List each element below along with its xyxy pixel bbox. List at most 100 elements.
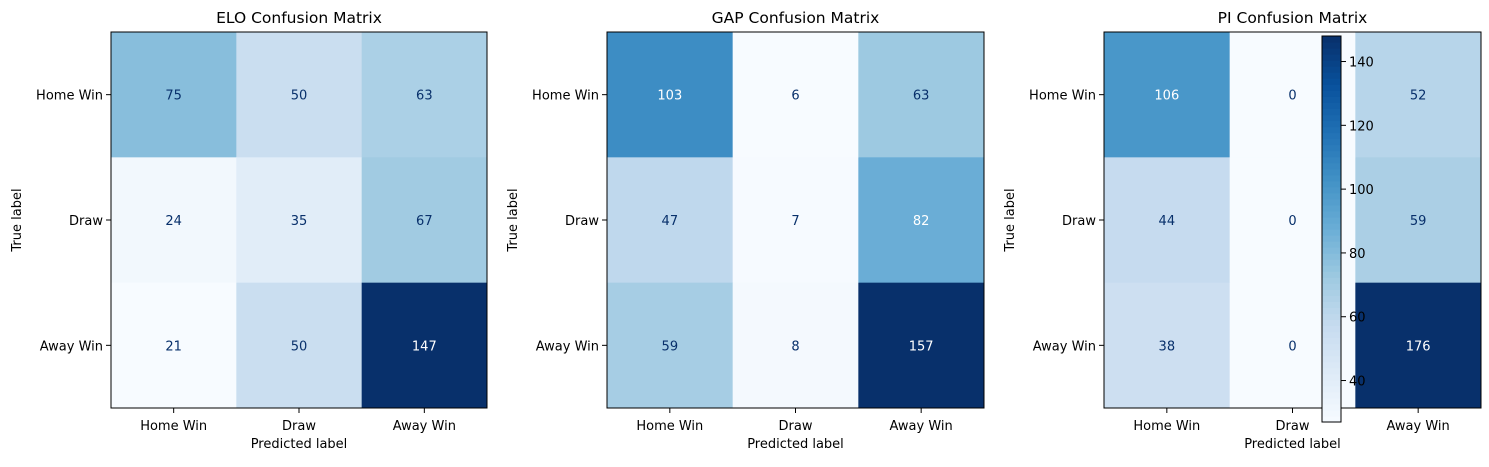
heatmap-cell	[361, 32, 488, 158]
cell-value-label: 6	[791, 89, 799, 104]
colorbar-segment	[1322, 144, 1341, 152]
colorbar-segment	[1322, 66, 1341, 73]
colorbar-tick-label: 40	[1349, 375, 1366, 390]
chart-title: GAP Confusion Matrix	[712, 9, 880, 27]
colorbar-segment	[1322, 229, 1341, 236]
heatmap-cell	[111, 32, 237, 158]
colorbar-segment	[1322, 84, 1341, 91]
colorbar-segment	[1322, 174, 1341, 182]
colorbar-segment	[1322, 415, 1341, 423]
colorbar-segment	[1322, 367, 1341, 375]
cell-value-label: 38	[1159, 339, 1176, 354]
colorbar-segment	[1322, 379, 1341, 387]
y-tick-label: Away Win	[40, 339, 103, 354]
chart-title: ELO Confusion Matrix	[216, 9, 382, 27]
colorbar-segment	[1322, 319, 1341, 327]
colorbar-segment	[1322, 192, 1341, 200]
colorbar-segment	[1322, 373, 1341, 381]
cell-value-label: 24	[165, 214, 182, 229]
colorbar-segment	[1322, 168, 1341, 176]
heatmap-cell	[732, 282, 859, 409]
x-tick-label: Draw	[282, 419, 316, 434]
heatmap-cell	[1104, 282, 1231, 409]
colorbar-segment	[1322, 180, 1341, 188]
cell-value-label: 47	[662, 214, 679, 229]
colorbar-segment	[1322, 343, 1341, 351]
colorbar-tick-label: 80	[1349, 247, 1366, 262]
colorbar-segment	[1322, 289, 1341, 296]
cell-value-label: 8	[791, 339, 799, 354]
x-axis-label: Predicted label	[251, 437, 348, 452]
x-axis-label: Predicted label	[747, 437, 844, 452]
x-tick-label: Draw	[779, 419, 813, 434]
heatmap-cell	[1355, 32, 1482, 158]
colorbar-segment	[1322, 42, 1341, 49]
colorbar-segment	[1322, 186, 1341, 194]
cell-value-label: 21	[165, 339, 182, 354]
cell-value-label: 59	[662, 339, 679, 354]
cell-value-label: 59	[1410, 214, 1427, 229]
colorbar-segment	[1322, 241, 1341, 248]
colorbar-segment	[1322, 114, 1341, 122]
colorbar-segment	[1322, 307, 1341, 315]
colorbar-segment	[1322, 259, 1341, 266]
cell-value-label: 63	[416, 89, 433, 104]
heatmap-cell	[607, 282, 734, 409]
cell-value-label: 63	[913, 89, 930, 104]
colorbar-tick-label: 60	[1349, 311, 1366, 326]
heatmap-cell	[361, 282, 488, 409]
cell-value-label: 44	[1159, 214, 1176, 229]
colorbar-segment	[1322, 325, 1341, 333]
heatmap-cell	[1104, 157, 1231, 284]
colorbar-segment	[1322, 271, 1341, 278]
y-tick-label: Away Win	[1033, 339, 1096, 354]
cell-value-label: 176	[1406, 339, 1431, 354]
y-tick-label: Away Win	[536, 339, 599, 354]
chart-title: PI Confusion Matrix	[1218, 9, 1368, 27]
colorbar-segment	[1322, 120, 1341, 128]
colorbar-segment	[1322, 216, 1341, 224]
heatmap-cell	[236, 32, 363, 158]
y-axis-label: True label	[1003, 188, 1018, 252]
colorbar-segment	[1322, 247, 1341, 254]
y-tick-label: Home Win	[1029, 89, 1096, 104]
colorbar-tick-label: 100	[1349, 183, 1374, 198]
cell-value-label: 106	[1154, 89, 1179, 104]
heatmap-cell	[236, 157, 363, 284]
colorbar-segment	[1322, 265, 1341, 272]
cell-value-label: 67	[416, 214, 433, 229]
colorbar-segment	[1322, 204, 1341, 212]
heatmap-cell	[607, 157, 734, 284]
colorbar-segment	[1322, 78, 1341, 85]
cell-value-label: 7	[791, 214, 799, 229]
cell-value-label: 35	[291, 214, 308, 229]
heatmap-cell	[236, 282, 363, 409]
colorbar-segment	[1322, 162, 1341, 170]
colorbar-segment	[1322, 150, 1341, 158]
y-axis-label: True label	[506, 188, 521, 252]
heatmap-cell	[732, 157, 859, 284]
colorbar-segment	[1322, 283, 1341, 290]
colorbar-segment	[1322, 403, 1341, 411]
colorbar-segment	[1322, 331, 1341, 339]
colorbar-segment	[1322, 102, 1341, 109]
colorbar-segment	[1322, 156, 1341, 164]
colorbar-segment	[1322, 48, 1341, 55]
heatmap-cell	[1355, 282, 1482, 409]
x-axis-label: Predicted label	[1244, 437, 1341, 452]
colorbar-segment	[1322, 126, 1341, 134]
y-tick-label: Draw	[1062, 214, 1096, 229]
colorbar-tick-label: 140	[1349, 56, 1374, 71]
x-tick-label: Away Win	[1387, 419, 1450, 434]
colorbar-frame	[1321, 35, 1342, 423]
cell-value-label: 157	[909, 339, 934, 354]
cell-value-label: 0	[1288, 339, 1296, 354]
x-tick-label: Away Win	[393, 419, 456, 434]
cell-value-label: 103	[657, 89, 682, 104]
colorbar-segment	[1322, 397, 1341, 405]
colorbar-segment	[1322, 301, 1341, 309]
colorbar-segment	[1322, 253, 1341, 260]
y-tick-label: Home Win	[532, 89, 599, 104]
